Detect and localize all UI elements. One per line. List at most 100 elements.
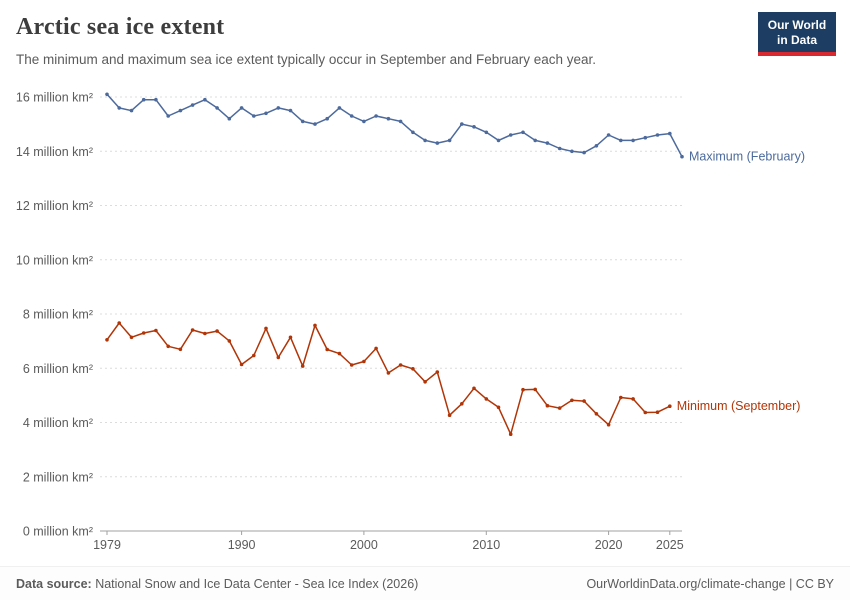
data-point[interactable] (337, 351, 342, 356)
data-point[interactable] (643, 410, 648, 415)
data-point[interactable] (178, 347, 183, 352)
data-point[interactable] (557, 406, 562, 410)
data-point[interactable] (313, 122, 317, 126)
data-point[interactable] (325, 116, 330, 121)
data-point[interactable] (680, 154, 684, 159)
data-point[interactable] (227, 116, 232, 121)
data-point[interactable] (105, 338, 109, 342)
data-point[interactable] (374, 346, 378, 351)
data-point[interactable] (288, 108, 293, 113)
owid-logo[interactable]: Our World in Data (758, 12, 836, 56)
data-point[interactable] (496, 138, 501, 143)
data-point[interactable] (141, 331, 146, 335)
data-point[interactable] (521, 130, 525, 135)
data-point[interactable] (154, 328, 158, 333)
data-point[interactable] (582, 399, 586, 403)
data-point[interactable] (668, 404, 672, 409)
data-point[interactable] (545, 403, 550, 408)
data-point[interactable] (313, 323, 317, 328)
data-point[interactable] (594, 412, 599, 416)
data-point[interactable] (668, 131, 672, 136)
data-point[interactable] (178, 108, 183, 113)
data-point[interactable] (252, 353, 256, 358)
data-point[interactable] (435, 370, 440, 374)
data-point[interactable] (496, 405, 501, 410)
data-point[interactable] (398, 119, 403, 124)
data-point[interactable] (362, 359, 366, 364)
data-point[interactable] (545, 141, 550, 145)
data-point[interactable] (300, 364, 305, 368)
data-point[interactable] (508, 432, 513, 437)
data-point[interactable] (264, 111, 268, 116)
data-point[interactable] (300, 119, 305, 124)
data-point[interactable] (239, 362, 244, 367)
data-point[interactable] (117, 106, 121, 110)
data-point[interactable] (386, 371, 391, 375)
data-point[interactable] (570, 149, 574, 154)
data-point[interactable] (398, 363, 403, 367)
data-point[interactable] (325, 347, 330, 352)
data-point[interactable] (411, 130, 415, 135)
data-point[interactable] (594, 144, 599, 148)
data-point[interactable] (570, 398, 574, 403)
data-point[interactable] (460, 122, 464, 126)
data-point[interactable] (141, 97, 146, 102)
series-line-maximum-february-[interactable] (106, 93, 683, 158)
data-point[interactable] (154, 97, 158, 102)
data-point[interactable] (447, 138, 452, 143)
data-point[interactable] (203, 97, 207, 102)
data-point[interactable] (619, 138, 623, 143)
data-point[interactable] (643, 135, 648, 140)
data-point[interactable] (508, 133, 513, 137)
data-point[interactable] (447, 413, 452, 418)
data-point[interactable] (374, 114, 378, 118)
data-point[interactable] (533, 387, 537, 392)
data-point[interactable] (619, 395, 623, 400)
data-point[interactable] (276, 106, 281, 110)
data-point[interactable] (472, 386, 476, 391)
data-point[interactable] (239, 106, 244, 110)
data-point[interactable] (606, 133, 611, 137)
data-point[interactable] (252, 114, 256, 118)
data-point[interactable] (533, 138, 537, 143)
data-point[interactable] (203, 331, 207, 336)
data-point[interactable] (460, 402, 464, 406)
data-point[interactable] (349, 114, 354, 118)
data-point[interactable] (215, 106, 219, 110)
data-point[interactable] (631, 397, 635, 401)
data-point[interactable] (166, 344, 170, 349)
owid-footer-link[interactable]: OurWorldinData.org/climate-change | CC B… (586, 576, 834, 591)
data-point[interactable] (129, 108, 134, 113)
data-point[interactable] (105, 92, 109, 97)
data-point[interactable] (472, 125, 476, 129)
data-point[interactable] (582, 150, 586, 155)
data-point[interactable] (557, 146, 562, 151)
data-point[interactable] (215, 329, 219, 333)
data-point[interactable] (484, 130, 489, 135)
line-chart[interactable]: 0 million km² 2 million km² 4 million km² 6… (0, 80, 850, 560)
data-point[interactable] (166, 114, 170, 118)
data-point[interactable] (411, 367, 415, 371)
data-point[interactable] (362, 119, 366, 124)
data-point[interactable] (190, 328, 195, 332)
data-point[interactable] (349, 363, 354, 367)
data-point[interactable] (655, 133, 660, 137)
series-line-minimum-september-[interactable] (106, 322, 671, 435)
data-point[interactable] (521, 387, 525, 392)
data-point[interactable] (423, 138, 427, 143)
data-point[interactable] (190, 103, 195, 107)
data-point[interactable] (129, 335, 134, 340)
data-point[interactable] (386, 116, 391, 121)
data-point[interactable] (227, 339, 232, 343)
data-point[interactable] (337, 106, 342, 110)
data-point[interactable] (484, 397, 489, 401)
data-point[interactable] (288, 335, 293, 340)
data-point[interactable] (606, 422, 611, 427)
data-point[interactable] (435, 141, 440, 145)
data-point[interactable] (423, 380, 427, 384)
data-point[interactable] (655, 410, 660, 415)
data-point[interactable] (264, 326, 268, 331)
data-point[interactable] (117, 321, 121, 325)
data-point[interactable] (631, 138, 635, 143)
data-point[interactable] (276, 355, 281, 360)
